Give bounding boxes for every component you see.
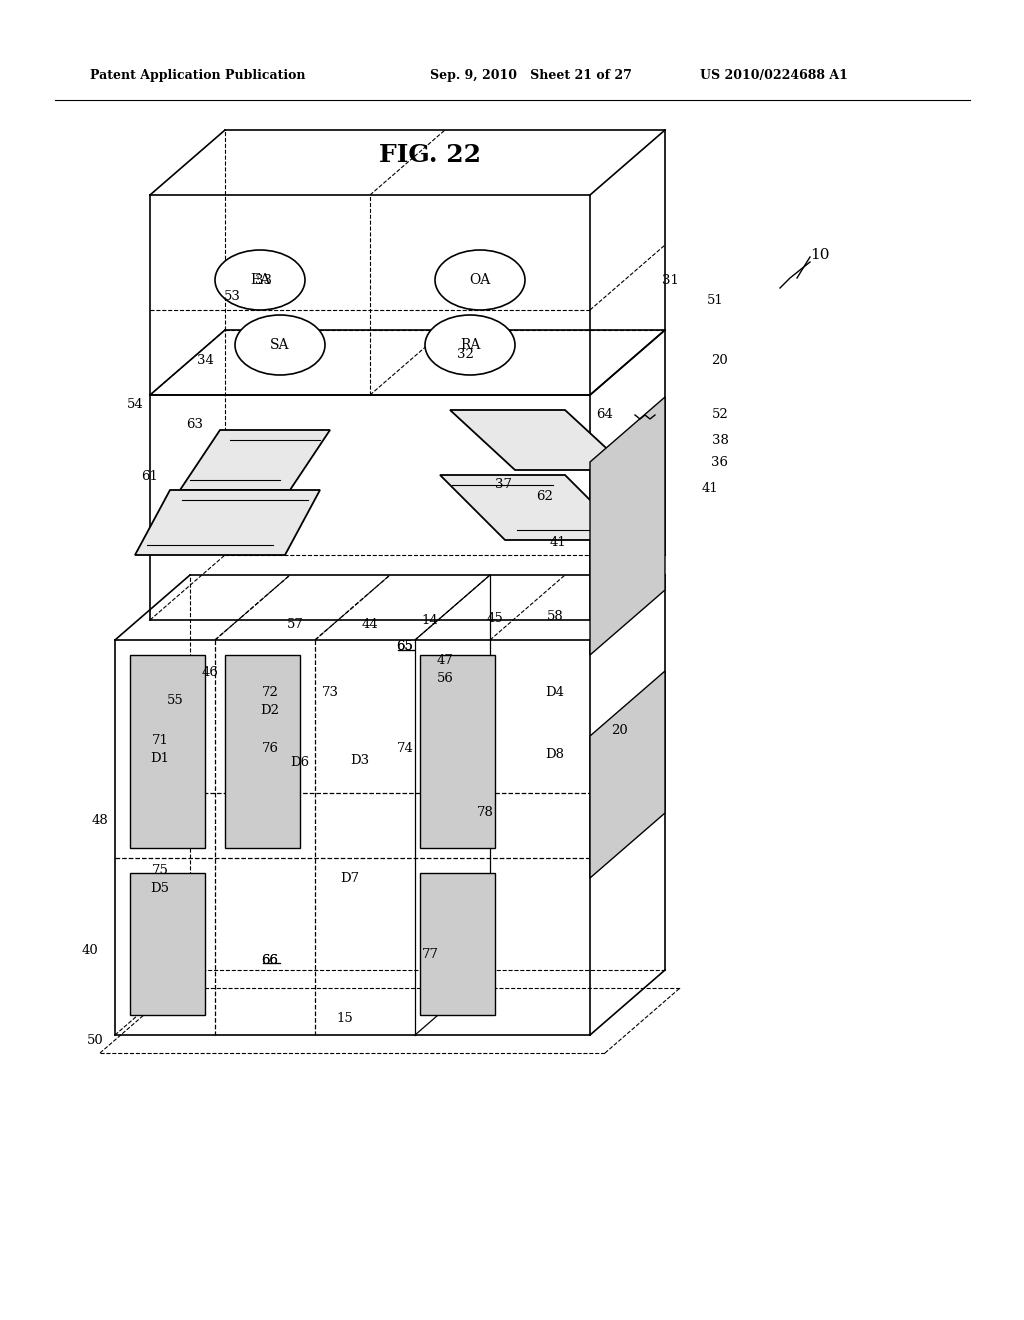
- Text: 58: 58: [547, 610, 563, 623]
- Text: 31: 31: [662, 273, 679, 286]
- Text: 41: 41: [550, 536, 566, 549]
- Text: 54: 54: [127, 399, 143, 412]
- Polygon shape: [135, 490, 319, 554]
- Polygon shape: [590, 397, 665, 655]
- Text: 55: 55: [167, 693, 183, 706]
- Text: 50: 50: [87, 1034, 103, 1047]
- Text: 40: 40: [82, 944, 98, 957]
- Text: 57: 57: [287, 619, 303, 631]
- Text: EA: EA: [250, 273, 270, 286]
- Text: 34: 34: [197, 354, 213, 367]
- Bar: [225, 655, 300, 847]
- Text: 75: 75: [152, 863, 168, 876]
- Text: 62: 62: [537, 491, 553, 503]
- Text: 65: 65: [396, 640, 414, 653]
- Text: 48: 48: [91, 813, 109, 826]
- Text: D6: D6: [291, 755, 309, 768]
- Text: D8: D8: [546, 748, 564, 762]
- Text: D5: D5: [151, 882, 170, 895]
- Text: 53: 53: [223, 290, 241, 304]
- Ellipse shape: [215, 249, 305, 310]
- Text: 41: 41: [701, 482, 719, 495]
- Text: 45: 45: [486, 611, 504, 624]
- Text: 44: 44: [361, 619, 379, 631]
- Text: 20: 20: [611, 723, 629, 737]
- Text: D7: D7: [340, 871, 359, 884]
- Text: 56: 56: [436, 672, 454, 685]
- Text: 74: 74: [396, 742, 414, 755]
- Bar: [130, 873, 205, 1015]
- Bar: [420, 655, 495, 847]
- Bar: [420, 873, 495, 1015]
- Ellipse shape: [435, 249, 525, 310]
- Polygon shape: [180, 430, 330, 490]
- Text: 66: 66: [261, 953, 279, 966]
- Ellipse shape: [234, 315, 325, 375]
- Text: RA: RA: [460, 338, 480, 352]
- Text: 15: 15: [337, 1011, 353, 1024]
- Text: 38: 38: [712, 433, 728, 446]
- Text: 65: 65: [396, 640, 414, 653]
- Polygon shape: [450, 411, 630, 470]
- Text: 47: 47: [436, 653, 454, 667]
- Text: 52: 52: [712, 408, 728, 421]
- Text: FIG. 22: FIG. 22: [379, 143, 481, 168]
- Text: D3: D3: [350, 754, 370, 767]
- Text: 32: 32: [457, 348, 473, 362]
- Text: Patent Application Publication: Patent Application Publication: [90, 69, 305, 82]
- Polygon shape: [590, 671, 665, 878]
- Text: 76: 76: [261, 742, 279, 755]
- Text: 72: 72: [261, 686, 279, 700]
- Text: 20: 20: [712, 354, 728, 367]
- Text: 66: 66: [261, 953, 279, 966]
- Text: 37: 37: [496, 479, 512, 491]
- Ellipse shape: [425, 315, 515, 375]
- Text: US 2010/0224688 A1: US 2010/0224688 A1: [700, 69, 848, 82]
- Text: D2: D2: [260, 704, 280, 717]
- Text: OA: OA: [469, 273, 490, 286]
- Text: 51: 51: [707, 293, 723, 306]
- Bar: [130, 655, 205, 847]
- Text: Sep. 9, 2010   Sheet 21 of 27: Sep. 9, 2010 Sheet 21 of 27: [430, 69, 632, 82]
- Text: 10: 10: [810, 248, 829, 261]
- Text: D1: D1: [151, 751, 170, 764]
- Text: 64: 64: [597, 408, 613, 421]
- Text: 77: 77: [422, 949, 438, 961]
- Text: 73: 73: [322, 686, 339, 700]
- Text: D4: D4: [546, 686, 564, 700]
- Text: 46: 46: [202, 667, 218, 680]
- Text: 63: 63: [186, 418, 204, 432]
- Text: 61: 61: [141, 470, 159, 483]
- Text: 71: 71: [152, 734, 168, 747]
- Text: SA: SA: [270, 338, 290, 352]
- Polygon shape: [440, 475, 630, 540]
- Text: 33: 33: [256, 273, 272, 286]
- Text: 36: 36: [712, 455, 728, 469]
- Text: 78: 78: [476, 805, 494, 818]
- Text: 14: 14: [422, 614, 438, 627]
